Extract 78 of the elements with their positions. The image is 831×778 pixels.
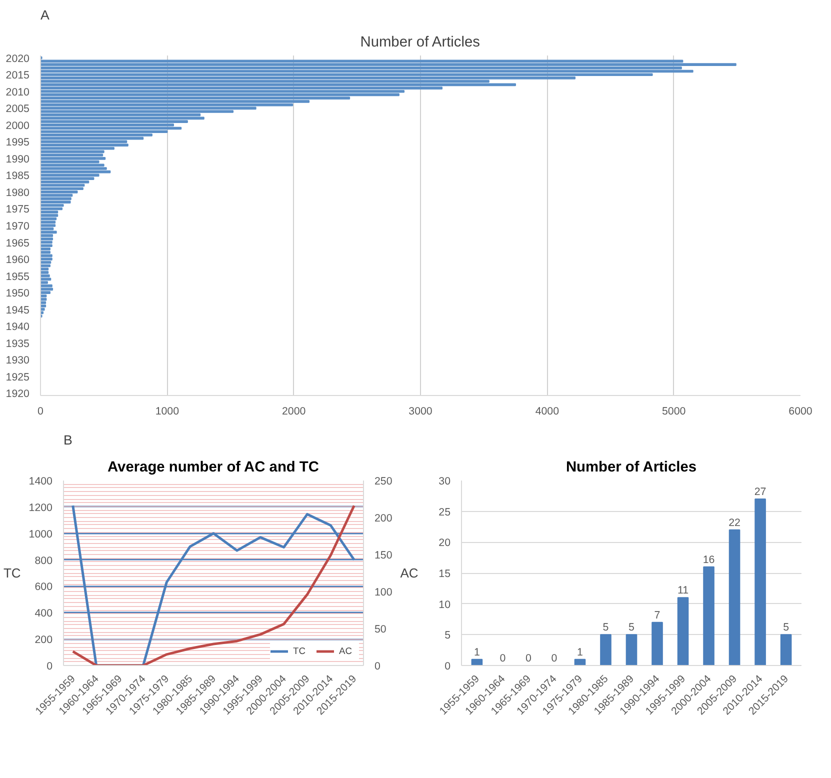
data-label: 5	[783, 622, 790, 634]
x-tick-label: 1000	[155, 406, 180, 418]
y-tick-label: 2020	[6, 52, 30, 65]
y-tick-label: 0	[46, 660, 53, 672]
data-label: 0	[526, 652, 532, 664]
y-tick-label: 2000	[6, 120, 30, 132]
data-label: 16	[702, 554, 715, 566]
bar	[600, 634, 612, 666]
y-tick-label: 1920	[6, 388, 30, 400]
y-tick-label: 20	[438, 537, 451, 550]
y-tick-label: 1975	[6, 204, 30, 216]
y-tick-label: 1400	[28, 476, 53, 488]
data-label: 1	[577, 646, 584, 658]
bar	[728, 529, 740, 666]
chart-title: Number of Articles	[360, 34, 480, 50]
y2-tick-label: 100	[374, 586, 392, 598]
y-tick-label: 1200	[28, 502, 53, 514]
y-tick-label: 1000	[28, 528, 53, 540]
x-tick-label: 4000	[535, 406, 560, 418]
bar	[652, 622, 663, 666]
y-tick-label: 400	[34, 608, 53, 620]
y-tick-label: 1955	[6, 270, 30, 283]
y2-tick-label: 0	[374, 660, 380, 672]
y-tick-label: 600	[34, 581, 53, 594]
y2-tick-label: 50	[374, 624, 386, 636]
data-label: 0	[500, 652, 506, 664]
y-tick-label: 10	[438, 598, 451, 611]
x-tick-label: 6000	[788, 406, 812, 418]
y-tick-label: 800	[34, 554, 53, 567]
y-tick-label: 1990	[6, 153, 30, 166]
data-label: 11	[677, 584, 689, 597]
data-label: 22	[728, 516, 741, 529]
y-tick-label: 2010	[6, 86, 30, 98]
data-label: 0	[551, 652, 558, 664]
y-tick-label: 1935	[6, 338, 30, 350]
bar	[626, 634, 638, 666]
chart-title: Number of Articles	[566, 460, 697, 476]
x-tick-label: 3000	[408, 406, 432, 418]
bar	[677, 597, 689, 666]
x-tick-label: 2000	[282, 406, 306, 418]
chart-title: Average number of AC and TC	[108, 460, 320, 476]
data-label: 7	[654, 609, 660, 622]
y-tick-label: 1945	[6, 304, 30, 316]
data-label: 5	[602, 622, 609, 634]
y-tick-label: 1965	[6, 237, 30, 250]
bar	[703, 566, 714, 666]
y-tick-label: 1980	[6, 186, 30, 199]
y-tick-label: 2015	[6, 70, 30, 82]
x-tick-label: 5000	[662, 406, 686, 418]
y-tick-label: 1970	[6, 220, 30, 232]
y-tick-label: 1950	[6, 288, 30, 300]
y-axis-title: TC	[3, 566, 21, 580]
legend-label: TC	[293, 646, 306, 656]
y-tick-label: 0	[444, 660, 451, 672]
y-tick-label: 1985	[6, 170, 30, 182]
y-tick-label: 2005	[6, 103, 30, 116]
y-tick-label: 1995	[6, 136, 30, 149]
y-tick-label: 1940	[6, 321, 30, 334]
y2-tick-label: 250	[374, 476, 392, 488]
y-tick-label: 1960	[6, 254, 30, 266]
bar	[780, 634, 792, 666]
bar	[754, 498, 766, 666]
legend-label: AC	[339, 646, 353, 656]
text: B	[64, 432, 72, 448]
data-label: 1	[474, 646, 480, 658]
y-tick-label: 5	[444, 630, 451, 642]
y-tick-label: 30	[438, 476, 451, 488]
y2-axis-title: AC	[400, 566, 418, 580]
y-tick-label: 1930	[6, 354, 30, 367]
data-label: 5	[628, 622, 635, 634]
y2-tick-label: 150	[374, 550, 392, 562]
y-tick-label: 25	[438, 506, 451, 518]
text: A	[40, 8, 50, 22]
y-tick-label: 15	[438, 568, 451, 580]
y-tick-label: 200	[34, 634, 53, 646]
y2-tick-label: 200	[374, 512, 392, 524]
y-tick-label: 1925	[6, 371, 30, 384]
data-label: 27	[754, 486, 766, 498]
